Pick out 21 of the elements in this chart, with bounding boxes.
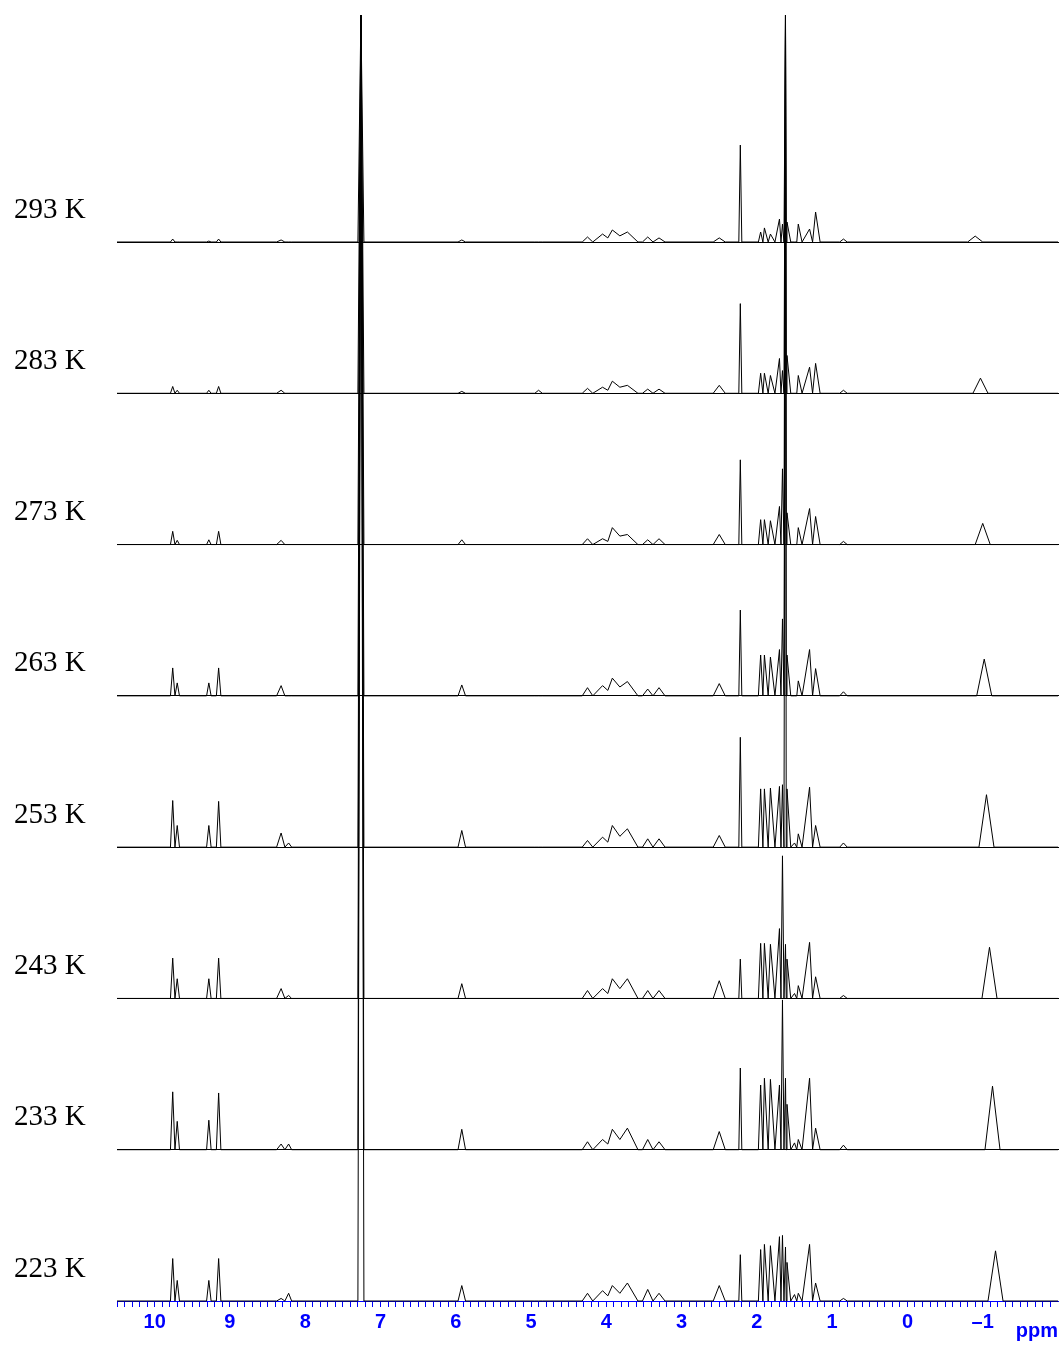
x-tick-label: 6 [450, 1309, 462, 1332]
series-label: 233 K [14, 1099, 86, 1132]
x-tick-label: 5 [525, 1309, 537, 1332]
x-tick-label: 2 [751, 1309, 763, 1332]
series-label: 293 K [14, 191, 86, 224]
x-tick-label: 8 [299, 1309, 311, 1332]
x-axis-title: ppm [1015, 1318, 1058, 1341]
x-tick-label: 9 [224, 1309, 236, 1332]
x-tick-label: –1 [971, 1309, 994, 1332]
series-label: 253 K [14, 796, 86, 829]
series-label: 223 K [14, 1250, 86, 1283]
series-label: 283 K [14, 342, 86, 375]
series-label: 243 K [14, 948, 86, 981]
series-label: 263 K [14, 645, 86, 678]
x-tick-label: 1 [826, 1309, 838, 1332]
x-tick-label: 7 [374, 1309, 387, 1332]
x-tick-label: 0 [901, 1309, 913, 1332]
series-label: 273 K [14, 494, 86, 527]
x-tick-label: 4 [600, 1309, 613, 1332]
x-tick-label: 10 [143, 1309, 166, 1332]
x-tick-label: 3 [676, 1309, 688, 1332]
